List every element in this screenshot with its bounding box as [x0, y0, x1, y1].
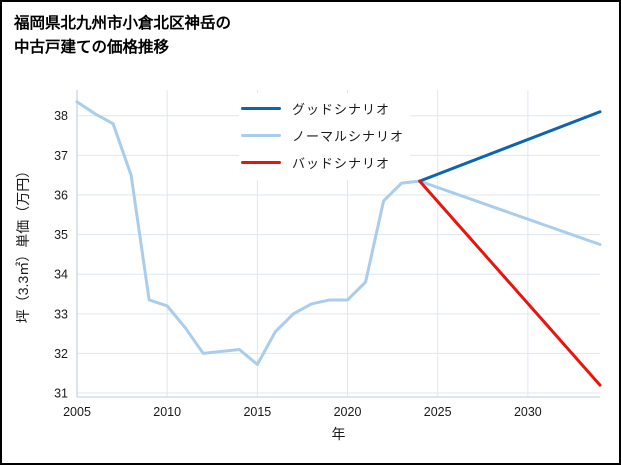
x-axis-label: 年 — [332, 426, 346, 442]
y-tick-label: 34 — [54, 268, 68, 282]
y-axis-label: 坪（3.3㎡）単価（万円） — [15, 164, 31, 323]
chart-title: 福岡県北九州市小倉北区神岳の 中古戸建ての価格推移 — [14, 12, 231, 60]
y-tick-label: 31 — [54, 387, 68, 401]
y-tick-label: 38 — [54, 109, 68, 123]
chart-legend: グッドシナリオ ノーマルシナリオ バッドシナリオ — [239, 93, 411, 180]
x-tick-label: 2025 — [424, 405, 452, 419]
y-tick-label: 33 — [54, 307, 68, 321]
x-tick-label: 2005 — [63, 405, 91, 419]
chart-title-line1: 福岡県北九州市小倉北区神岳の — [14, 15, 232, 32]
y-tick-label: 35 — [54, 228, 68, 242]
series-line-normal — [75, 100, 602, 367]
legend-label-bad: バッドシナリオ — [292, 156, 391, 171]
y-tick-label: 37 — [54, 149, 68, 163]
x-tick-label: 2020 — [334, 405, 362, 419]
series-line-good — [418, 110, 602, 183]
legend-swatch-good — [241, 106, 281, 111]
series-line-bad — [418, 179, 602, 387]
x-tick-label: 2015 — [243, 405, 271, 419]
legend-item-bad: バッドシナリオ — [241, 149, 404, 176]
x-tick-label: 2030 — [514, 405, 542, 419]
legend-swatch-normal — [241, 133, 281, 138]
y-tick-label: 32 — [54, 347, 68, 361]
chart-title-line2: 中古戸建ての価格推移 — [14, 39, 170, 57]
legend-label-good: グッドシナリオ — [292, 102, 391, 117]
legend-swatch-bad — [241, 160, 281, 165]
legend-label-normal: ノーマルシナリオ — [292, 129, 405, 144]
y-tick-label: 36 — [54, 188, 68, 202]
legend-item-good: グッドシナリオ — [241, 95, 404, 122]
legend-item-normal: ノーマルシナリオ — [241, 122, 404, 149]
x-tick-label: 2010 — [153, 405, 181, 419]
